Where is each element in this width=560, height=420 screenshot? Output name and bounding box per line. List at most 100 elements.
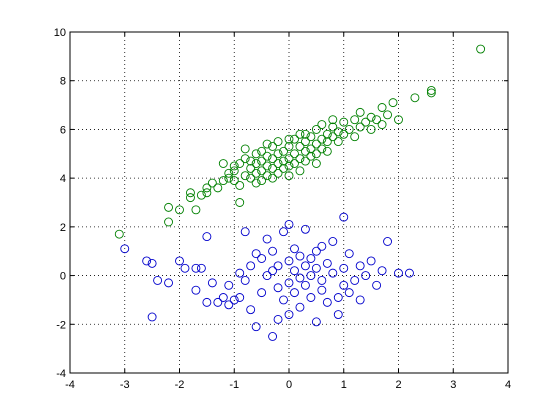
scatter-point <box>322 258 332 268</box>
scatter-point <box>344 288 354 298</box>
scatter-point <box>268 142 278 151</box>
scatter-point <box>229 295 239 305</box>
scatter-point <box>355 261 365 271</box>
scatter-point <box>306 254 316 263</box>
scatter-point <box>372 280 382 290</box>
scatter-point <box>273 168 283 178</box>
scatter-point <box>306 271 316 281</box>
x-axis-tick-labels: -4 -3 -2 -1 0 1 2 3 4 <box>65 379 511 391</box>
scatter-point <box>284 142 294 151</box>
scatter-point <box>273 149 283 159</box>
y-tick-label: 2 <box>60 222 66 234</box>
scatter-point <box>306 293 316 302</box>
scatter-point <box>268 173 278 183</box>
y-tick-label: 8 <box>60 76 66 88</box>
scatter-point <box>350 275 360 285</box>
scatter-point <box>328 132 338 142</box>
scatter-point <box>235 293 245 302</box>
scatter-point <box>300 129 310 139</box>
scatter-point <box>240 171 250 181</box>
scatter-point <box>142 256 152 266</box>
x-tick-label: 2 <box>395 379 401 391</box>
scatter-point <box>388 98 398 108</box>
scatter-point <box>273 314 283 324</box>
scatter-point <box>311 139 321 149</box>
scatter-point <box>235 268 245 278</box>
scatter-point <box>328 122 338 132</box>
scatter-point <box>257 254 267 263</box>
scatter-point <box>322 297 332 307</box>
scatter-point <box>339 129 349 139</box>
scatter-point <box>224 300 234 310</box>
x-tick-label: 3 <box>450 379 456 391</box>
scatter-point <box>185 188 195 198</box>
scatter-point <box>191 285 201 295</box>
scatter-point <box>328 115 338 125</box>
scatter-point <box>279 163 288 173</box>
scatter-point <box>344 124 354 134</box>
data-markers <box>114 44 486 341</box>
scatter-point <box>317 134 327 144</box>
scatter-point <box>383 110 392 120</box>
scatter-point <box>240 154 250 164</box>
scatter-point <box>246 163 256 173</box>
scatter-point <box>114 229 124 239</box>
scatter-point <box>295 251 305 261</box>
scatter-point <box>257 288 267 298</box>
scatter-point <box>268 163 278 173</box>
scatter-point <box>284 154 294 164</box>
scatter-point <box>361 271 371 281</box>
scatter-point <box>262 151 272 161</box>
scatter-point <box>333 127 343 137</box>
scatter-point <box>268 266 278 276</box>
scatter-point <box>339 280 349 290</box>
scatter-point <box>147 312 157 322</box>
scatter-point <box>224 280 234 290</box>
y-tick-label: 6 <box>60 124 66 136</box>
scatter-point <box>377 266 387 276</box>
x-tick-label: 4 <box>505 379 511 391</box>
scatter-point <box>377 120 387 130</box>
scatter-point <box>290 244 299 254</box>
scatter-point <box>147 258 157 268</box>
scatter-point <box>262 161 272 171</box>
scatter-point <box>317 285 327 295</box>
scatter-point <box>300 137 310 147</box>
scatter-point <box>339 212 349 222</box>
scatter-point <box>153 275 163 285</box>
scatter-point <box>410 93 420 103</box>
scatter-point <box>268 154 278 164</box>
scatter-point <box>311 124 321 134</box>
scatter-point <box>284 256 294 266</box>
scatter-point <box>300 146 310 156</box>
scatter-point <box>268 332 278 341</box>
scatter-point <box>175 205 184 215</box>
grid <box>70 32 508 373</box>
scatter-point <box>279 295 288 305</box>
x-tick-label: -3 <box>120 379 130 391</box>
scatter-point <box>295 302 305 312</box>
scatter-point <box>240 275 250 285</box>
scatter-point <box>300 261 310 271</box>
scatter-point <box>213 183 223 193</box>
scatter-point <box>175 256 184 266</box>
scatter-point <box>300 156 310 166</box>
scatter-point <box>246 156 256 166</box>
scatter-point <box>476 44 486 54</box>
scatter-point <box>311 317 321 327</box>
scatter-point <box>300 280 310 290</box>
scatter-point <box>251 322 261 332</box>
scatter-point <box>218 159 228 168</box>
scatter-point <box>333 137 343 147</box>
y-tick-label: 4 <box>60 173 66 185</box>
scatter-point <box>284 171 294 181</box>
scatter-point <box>328 237 338 246</box>
scatter-point <box>229 161 239 171</box>
scatter-point <box>311 159 321 168</box>
scatter-point <box>164 202 174 212</box>
scatter-point <box>268 246 278 256</box>
scatter-point <box>191 205 201 215</box>
scatter-point <box>257 146 267 156</box>
scatter-point <box>306 151 316 161</box>
scatter-point <box>311 263 321 273</box>
